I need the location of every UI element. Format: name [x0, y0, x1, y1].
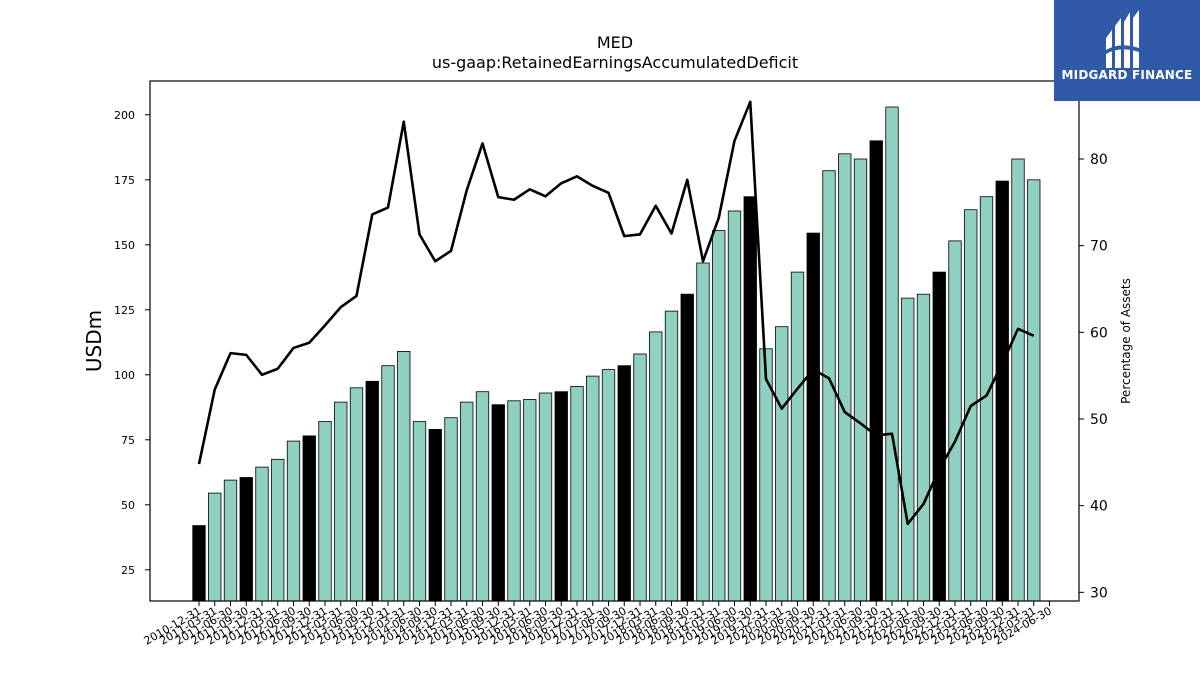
y-axis-right: 30 40 50 60 70 80 [1079, 152, 1108, 601]
y2-tick-label: 40 [1090, 499, 1108, 515]
bar [570, 386, 584, 602]
x-axis: 2010-12-312011-03-312011-06-302011-09-30… [142, 601, 1054, 648]
bar [523, 399, 537, 602]
bar [932, 271, 946, 602]
percentage-line [197, 100, 1035, 526]
bar [853, 158, 868, 602]
y-tick-label: 50 [121, 499, 135, 512]
chart-subtitle: us-gaap:RetainedEarningsAccumulatedDefic… [432, 53, 798, 72]
y-axis-label: USDm [82, 310, 106, 372]
bar [885, 106, 899, 602]
bar [271, 458, 285, 602]
bar [743, 196, 757, 602]
bar [948, 240, 962, 602]
bar [586, 375, 600, 602]
bar [208, 492, 222, 602]
midgard-finance-logo: MIDGARD FINANCE [1054, 0, 1200, 101]
bar [334, 401, 348, 602]
bar [444, 417, 458, 602]
logo-mark-icon [1106, 10, 1139, 68]
logo-text: MIDGARD FINANCE [1061, 68, 1193, 82]
bar [901, 297, 915, 602]
bar [397, 350, 411, 602]
y2-tick-label: 70 [1090, 239, 1108, 255]
y2-axis-label: Percentage of Assets [1119, 278, 1133, 404]
y-tick-label: 175 [114, 174, 135, 187]
bar [664, 310, 679, 602]
bar [318, 421, 332, 602]
bar [554, 391, 568, 602]
y-tick-label: 100 [114, 369, 135, 382]
bar [806, 232, 820, 602]
y2-tick-label: 60 [1090, 325, 1108, 341]
bar [838, 153, 852, 602]
bar [712, 230, 726, 602]
bar [239, 477, 253, 602]
bar [680, 293, 694, 602]
y-tick-label: 200 [114, 109, 135, 122]
bar [995, 180, 1009, 602]
bar [538, 392, 553, 602]
bar [286, 440, 301, 602]
bar [617, 365, 631, 602]
y-axis-left: 25 50 75 100 125 150 175 200 [114, 109, 150, 577]
y-tick-label: 75 [121, 434, 135, 447]
bar [302, 435, 316, 602]
bar [869, 140, 883, 602]
bar [192, 525, 206, 602]
chart-title: MED [597, 33, 633, 52]
bar [790, 271, 805, 602]
bar [775, 326, 789, 602]
bar [916, 293, 931, 602]
y2-tick-label: 30 [1090, 585, 1108, 601]
bars-group [192, 106, 1041, 602]
y-tick-label: 25 [121, 564, 135, 577]
bar [491, 404, 505, 602]
y2-tick-label: 50 [1090, 412, 1108, 428]
bar [1011, 158, 1025, 602]
bar [507, 400, 521, 602]
line-group [197, 100, 1035, 526]
bar [601, 369, 616, 602]
bar [412, 421, 427, 602]
bar [696, 262, 710, 602]
y2-tick-label: 80 [1090, 152, 1108, 168]
bar [475, 391, 490, 602]
bar [428, 428, 442, 602]
plot-frame [149, 80, 1080, 602]
y-tick-label: 125 [114, 304, 135, 317]
bar [649, 331, 663, 602]
bar [381, 365, 395, 602]
bar [1027, 179, 1041, 602]
bar [460, 401, 474, 602]
bar [255, 466, 269, 602]
bar [349, 387, 364, 602]
y-tick-label: 150 [114, 239, 135, 252]
bar [223, 479, 238, 602]
bar [633, 353, 647, 602]
bar [727, 210, 742, 602]
bar [365, 380, 379, 602]
